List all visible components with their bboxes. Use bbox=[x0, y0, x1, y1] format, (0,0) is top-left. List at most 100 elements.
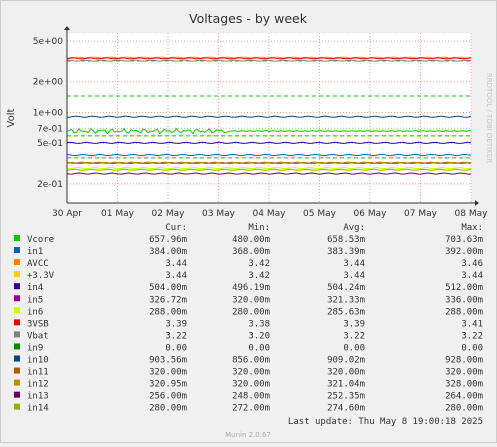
legend-value-max: 280.00m bbox=[445, 404, 483, 414]
y-tick-label: 2e+00 bbox=[33, 78, 64, 88]
x-tick-label: 01 May bbox=[101, 209, 135, 219]
legend-series-name: +3.3V bbox=[27, 271, 55, 281]
series-line-in1 bbox=[66, 153, 472, 157]
legend-swatch bbox=[14, 331, 20, 338]
legend-value-avg: 285.63m bbox=[327, 307, 365, 317]
legend-series-name: in4 bbox=[27, 283, 43, 293]
legend-value-avg: 3.44 bbox=[343, 259, 365, 269]
series-line-in14 bbox=[66, 168, 472, 171]
munin-footer: Munin 2.0.67 bbox=[225, 431, 271, 439]
legend-series-name: in9 bbox=[27, 343, 43, 353]
legend-column-header: Max: bbox=[461, 223, 483, 233]
legend-swatch bbox=[14, 307, 20, 314]
legend-value-avg: 504.24m bbox=[327, 283, 365, 293]
legend-value-max: 703.63m bbox=[445, 235, 483, 245]
series-line-vbat bbox=[66, 59, 472, 62]
legend-value-avg: 658.53m bbox=[327, 235, 365, 245]
plot-area: 30 Apr 01 May 02 May 03 May 04 May 05 May 06 M… bbox=[33, 26, 488, 219]
legend-value-avg: 383.39m bbox=[327, 247, 365, 257]
y-tick-label: 7e-01 bbox=[37, 124, 63, 134]
legend-value-max: 3.41 bbox=[461, 319, 483, 329]
series-line-in12 bbox=[66, 161, 472, 164]
legend-value-avg: 909.02m bbox=[327, 356, 365, 366]
legend-value-min: 248.00m bbox=[232, 392, 270, 402]
legend-series-name: AVCC bbox=[27, 259, 49, 269]
legend-value-avg: 320.00m bbox=[327, 368, 365, 378]
legend-value-cur: 320.95m bbox=[149, 380, 187, 390]
legend-series-name: in1 bbox=[27, 247, 43, 257]
series-line-vcore bbox=[66, 127, 471, 135]
legend-swatch bbox=[14, 259, 20, 266]
legend-value-min: 3.42 bbox=[248, 259, 270, 269]
legend-swatch bbox=[14, 271, 20, 278]
legend-value-min: 3.42 bbox=[248, 271, 270, 281]
series-line-3vsb bbox=[66, 57, 472, 60]
legend-value-max: 512.00m bbox=[445, 283, 483, 293]
legend-value-cur: 320.00m bbox=[149, 368, 187, 378]
legend-value-cur: 3.22 bbox=[165, 331, 187, 341]
legend-swatch bbox=[14, 319, 20, 326]
legend-value-max: 3.46 bbox=[461, 259, 483, 269]
y-tick-label: 5e-01 bbox=[37, 139, 63, 149]
legend-series-name: in10 bbox=[27, 356, 49, 366]
legend-value-cur: 0.00 bbox=[165, 343, 187, 353]
legend-value-cur: 903.56m bbox=[149, 356, 187, 366]
series-line-in6 bbox=[66, 167, 472, 170]
x-tick-label: 03 May bbox=[202, 209, 236, 219]
legend-swatch bbox=[14, 235, 20, 241]
legend-value-min: 320.00m bbox=[232, 368, 270, 378]
legend-value-min: 320.00m bbox=[232, 295, 270, 305]
legend-swatch bbox=[14, 391, 20, 398]
legend-series-name: in13 bbox=[27, 392, 49, 402]
legend: Cur: Min: Avg: Max: Vcore 657.96m 480.00m 658.5… bbox=[14, 223, 483, 414]
legend-value-cur: 657.96m bbox=[149, 235, 187, 245]
legend-swatch bbox=[14, 379, 20, 386]
legend-value-max: 264.00m bbox=[445, 392, 483, 402]
legend-value-min: 320.00m bbox=[232, 380, 270, 390]
legend-series-name: Vcore bbox=[27, 235, 54, 245]
legend-value-cur: 256.00m bbox=[149, 392, 187, 402]
legend-series-name: Vbat bbox=[27, 331, 49, 341]
legend-value-min: 368.00m bbox=[232, 247, 270, 257]
legend-value-max: 336.00m bbox=[445, 295, 483, 305]
legend-value-avg: 0.00 bbox=[343, 343, 365, 353]
legend-series-name: in12 bbox=[27, 380, 49, 390]
legend-series-name: in6 bbox=[27, 307, 43, 317]
x-axis-arrow bbox=[475, 200, 479, 206]
legend-value-min: 856.00m bbox=[232, 356, 270, 366]
x-tick-label: 30 Apr bbox=[52, 209, 82, 219]
legend-value-min: 3.20 bbox=[248, 331, 270, 341]
legend-swatch bbox=[14, 367, 20, 374]
legend-column-header: Min: bbox=[248, 223, 270, 233]
legend-value-avg: 252.35m bbox=[327, 392, 365, 402]
legend-swatch bbox=[14, 295, 20, 302]
y-axis-label: Volt bbox=[6, 108, 17, 127]
series-line-in10 bbox=[67, 115, 472, 118]
series-line-in4 bbox=[66, 141, 472, 144]
legend-series-name: 3VSB bbox=[27, 319, 49, 329]
legend-value-max: 392.00m bbox=[445, 247, 483, 257]
last-update-text: Last update: Thu May 8 19:00:18 2025 bbox=[288, 417, 483, 427]
legend-value-max: 928.00m bbox=[445, 356, 483, 366]
legend-series-name: in14 bbox=[27, 404, 49, 414]
y-tick-label: 2e-01 bbox=[37, 180, 63, 190]
legend-value-min: 0.00 bbox=[248, 343, 270, 353]
legend-value-avg: 321.04m bbox=[327, 380, 365, 390]
x-tick-label: 08 May bbox=[455, 209, 489, 219]
legend-column-header: Cur: bbox=[165, 223, 187, 233]
legend-value-cur: 504.00m bbox=[149, 283, 187, 293]
y-axis-arrow bbox=[64, 26, 70, 30]
legend-value-max: 3.44 bbox=[461, 271, 483, 281]
rrdtool-watermark: RRDTOOL / TOBI OETIKER bbox=[485, 73, 493, 163]
legend-value-min: 480.00m bbox=[232, 235, 270, 245]
legend-value-min: 3.38 bbox=[248, 319, 270, 329]
legend-value-cur: 326.72m bbox=[149, 295, 187, 305]
legend-value-cur: 288.00m bbox=[149, 307, 187, 317]
x-tick-label: 05 May bbox=[303, 209, 337, 219]
x-tick-label: 04 May bbox=[253, 209, 287, 219]
legend-series-name: in11 bbox=[27, 368, 49, 378]
legend-value-cur: 3.44 bbox=[165, 271, 187, 281]
legend-value-cur: 3.39 bbox=[165, 319, 187, 329]
legend-swatch bbox=[14, 283, 20, 290]
